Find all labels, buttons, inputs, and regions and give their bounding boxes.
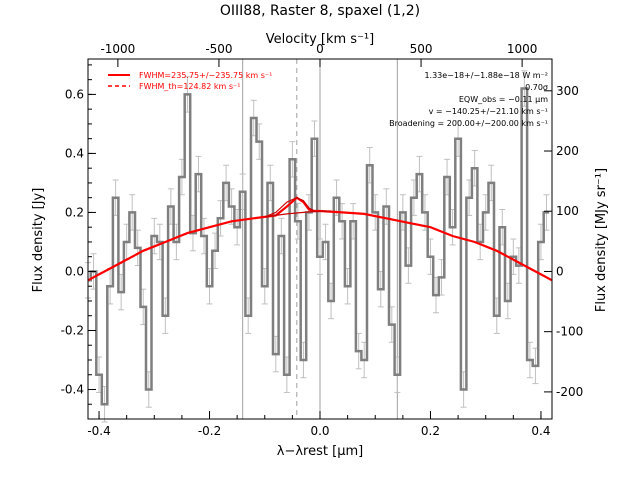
- x-tick-label: 0.4: [531, 424, 550, 438]
- x-tick-label: -0.4: [87, 424, 110, 438]
- top-tick-label: 0: [316, 42, 324, 56]
- right-tick-label: 0: [556, 264, 564, 278]
- right-tick-label: 100: [556, 204, 579, 218]
- y-tick-label: -0.4: [61, 382, 84, 396]
- fit-continuum-curve: [264, 210, 332, 218]
- x-tick-label: 0.2: [421, 424, 440, 438]
- top-tick-label: 500: [410, 42, 433, 56]
- right-tick-label: 300: [556, 84, 579, 98]
- annotation: Broadening = 200.00+/−200.00 km s⁻¹: [389, 119, 548, 128]
- legend: FWHM=235.75+/−235.75 km s⁻¹ FWHM_th=124.…: [108, 71, 272, 91]
- fit-total-curve: [87, 196, 553, 282]
- right-tick-label: -100: [556, 325, 583, 339]
- top-axis-label: Velocity [km s⁻¹]: [266, 32, 374, 47]
- y-tick-label: 0.4: [65, 146, 84, 160]
- fit-line-curve: [264, 197, 315, 218]
- annotation: v = −140.25+/−21.10 km s⁻¹: [429, 107, 548, 116]
- spectrum-histogram: [88, 87, 550, 406]
- y-tick-label: -0.2: [61, 323, 84, 337]
- y-tick-label: 0.0: [65, 264, 84, 278]
- right-axis-label: Flux density [MJy sr⁻¹]: [594, 168, 609, 312]
- right-tick-label: 200: [556, 144, 579, 158]
- y-tick-label: 0.2: [65, 205, 84, 219]
- top-tick-label: -500: [205, 42, 232, 56]
- right-tick-label: -200: [556, 385, 583, 399]
- y-axis-label: Flux density [Jy]: [31, 188, 46, 293]
- legend-label: FWHM=235.75+/−235.75 km s⁻¹: [139, 71, 272, 80]
- annotation: 0.70σ: [525, 83, 548, 92]
- top-tick-label: 1000: [507, 42, 538, 56]
- top-tick-label: -1000: [100, 42, 135, 56]
- chart-title: OIII88, Raster 8, spaxel (1,2): [220, 3, 420, 19]
- x-tick-label: -0.2: [198, 424, 221, 438]
- fit-annotations: 1.33e−18+/−1.88e−18 W m⁻² 0.70σ EQW_obs …: [389, 71, 548, 128]
- x-axis-label: λ−λrest [μm]: [277, 444, 363, 459]
- annotation: EQW_obs = −0.11 μm: [459, 95, 548, 104]
- axes: -0.4 -0.2 0.0 0.2 0.4 -0.4 -0.2 0.0 0.2 0.4 0.6 -10…: [61, 42, 584, 438]
- plot-area: [85, 59, 553, 423]
- x-tick-label: 0.0: [310, 424, 329, 438]
- annotation: 1.33e−18+/−1.88e−18 W m⁻²: [424, 71, 548, 80]
- legend-label: FWHM_th=124.82 km s⁻¹: [139, 82, 240, 91]
- y-tick-label: 0.6: [65, 87, 84, 101]
